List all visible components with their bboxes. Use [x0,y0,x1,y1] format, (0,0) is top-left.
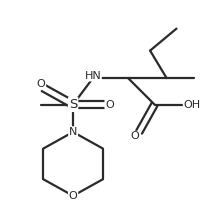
Text: S: S [69,98,77,111]
Text: O: O [37,79,46,89]
Text: O: O [69,191,78,201]
Text: HN: HN [84,71,101,81]
Text: OH: OH [183,99,200,110]
Text: N: N [69,127,77,137]
Text: O: O [105,99,114,110]
Text: O: O [130,131,139,141]
